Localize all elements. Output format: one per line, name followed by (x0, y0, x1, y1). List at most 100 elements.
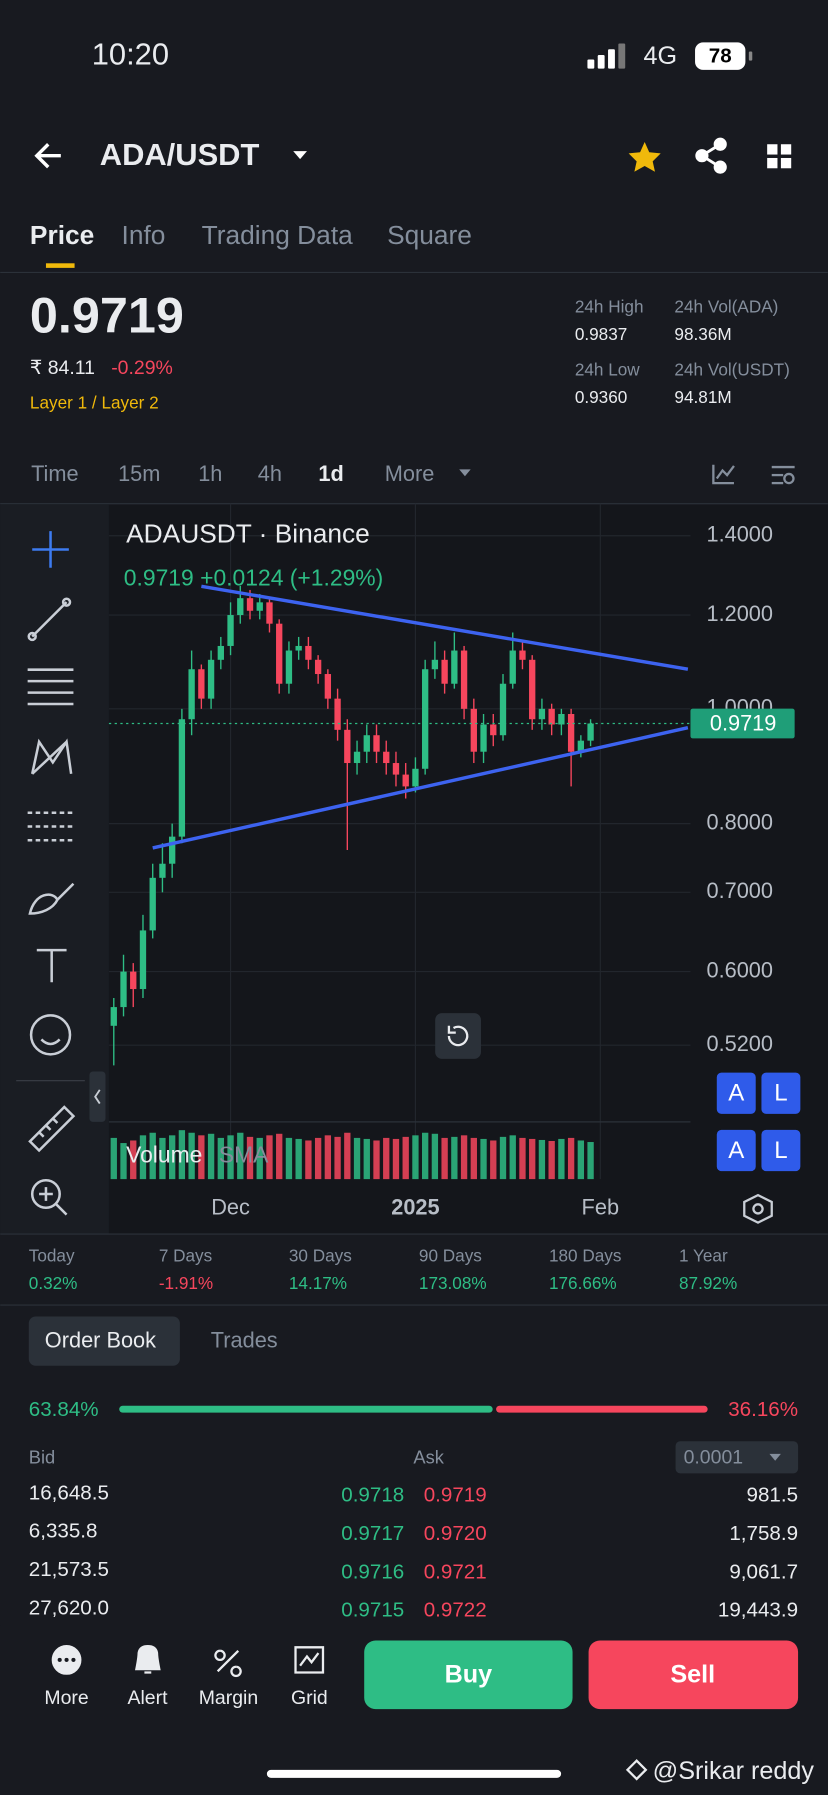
y-tick-label: 1.2000 (706, 601, 773, 626)
settings-icon[interactable] (771, 465, 795, 485)
buy-button[interactable] (364, 1640, 573, 1710)
bid-price: 0.9718 (341, 1484, 404, 1507)
ask-price: 0.9719 (424, 1484, 487, 1507)
candle-body (169, 836, 176, 864)
ask-qty: 981.5 (747, 1484, 799, 1507)
precision[interactable]: 0.0001 (684, 1447, 743, 1469)
alert-button-label[interactable]: L (774, 1080, 787, 1107)
volume-bar (217, 1137, 224, 1180)
candle-body (227, 615, 234, 646)
perf-label: 1 Year (679, 1245, 728, 1265)
layout-button[interactable] (767, 144, 792, 169)
volume-bar (460, 1135, 468, 1180)
interval[interactable]: 4h (258, 461, 282, 486)
sell-button[interactable] (588, 1640, 799, 1710)
sell-label[interactable]: Sell (670, 1661, 715, 1689)
candle-body (402, 774, 409, 787)
alert-button[interactable] (716, 1129, 756, 1172)
chart-title: ADAUSDT · Binance (126, 519, 370, 549)
alert-button-label[interactable]: A (728, 1137, 744, 1164)
volume-bar (334, 1136, 341, 1180)
bid-qty: 6,335.8 (29, 1520, 98, 1543)
nav-label[interactable]: Alert (127, 1687, 168, 1709)
nav-label[interactable]: More (44, 1687, 88, 1709)
volume-bar (149, 1132, 156, 1180)
candle-body (538, 708, 546, 720)
share-button[interactable] (695, 137, 727, 174)
reset-chart[interactable] (435, 1013, 481, 1059)
favorite-star[interactable] (628, 141, 661, 172)
volume-bar (519, 1137, 526, 1180)
perf-value: -1.91% (159, 1273, 213, 1293)
signal-icon (587, 43, 626, 69)
candle-body (431, 659, 439, 670)
volume-bar (567, 1137, 575, 1180)
tab-order-book[interactable]: Order Book (45, 1327, 156, 1352)
ask-price: 0.9722 (424, 1599, 487, 1622)
candle-body (558, 714, 565, 725)
buy-label[interactable]: Buy (445, 1661, 493, 1689)
candle-body (490, 724, 497, 736)
volume-bar (305, 1140, 312, 1180)
precision-caret[interactable] (769, 1453, 781, 1461)
pair-title[interactable]: ADA/USDT (100, 137, 260, 172)
x-tick-label: 2025 (391, 1195, 439, 1220)
tab-trades[interactable]: Trades (211, 1327, 278, 1352)
volume-bar (353, 1137, 361, 1180)
volume-bar (139, 1135, 147, 1180)
alert-button[interactable] (761, 1072, 801, 1114)
nav-icons[interactable] (51, 1645, 325, 1678)
chart-legend: 0.9719 +0.0124 (+1.29%) (124, 564, 383, 590)
interval[interactable]: Time (31, 461, 79, 486)
interval[interactable]: 1d (318, 461, 343, 486)
volume-bar (178, 1130, 186, 1180)
nav-label[interactable]: Grid (291, 1687, 328, 1709)
alert-button-label[interactable]: A (728, 1080, 744, 1107)
interval[interactable]: More (385, 461, 435, 486)
volume-bar (159, 1137, 166, 1180)
trendline (201, 584, 689, 671)
volume-bar (383, 1137, 390, 1180)
last-price-tag (690, 708, 795, 739)
ask-price: 0.9721 (424, 1560, 487, 1583)
alert-button-label[interactable]: L (774, 1137, 787, 1164)
candle-body (188, 669, 195, 720)
volume-bar (295, 1138, 302, 1180)
perf-value: 173.08% (419, 1273, 487, 1293)
candle-body (285, 650, 293, 684)
candle-body (344, 729, 351, 764)
indicator-icon[interactable] (712, 464, 735, 485)
candle-body (529, 659, 536, 720)
fiat-price: ₹ 84.11 (30, 357, 95, 379)
volume-bar (110, 1137, 117, 1180)
collapse-arrow[interactable] (94, 1089, 101, 1105)
volume-bar (509, 1135, 516, 1180)
alert-button[interactable] (761, 1129, 801, 1172)
order-book-tab-bg[interactable] (28, 1316, 180, 1366)
tab[interactable]: Trading Data (202, 220, 353, 250)
interval[interactable]: 1h (198, 461, 222, 486)
interval[interactable]: 15m (118, 461, 160, 486)
back-button[interactable] (34, 143, 61, 169)
precision-select[interactable] (675, 1441, 799, 1474)
more-caret[interactable] (459, 469, 471, 477)
tab[interactable]: Price (30, 220, 94, 250)
nav-label[interactable]: Margin (199, 1687, 258, 1709)
home-indicator (266, 1769, 562, 1778)
reset-icon[interactable] (447, 1025, 469, 1047)
alert-button[interactable] (716, 1072, 756, 1114)
sector-tag[interactable]: Layer 1 / Layer 2 (30, 393, 159, 413)
tab[interactable]: Info (122, 220, 166, 250)
chart-settings[interactable] (743, 1193, 773, 1224)
battery (695, 42, 746, 70)
pair-caret[interactable] (293, 151, 307, 160)
toolbar-collapse[interactable] (89, 1071, 106, 1122)
volume-bar (207, 1133, 215, 1180)
candle-body (499, 683, 507, 736)
network: 4G (644, 42, 678, 70)
tab[interactable]: Square (387, 220, 472, 250)
stat-label: 24h Low (575, 359, 640, 379)
toolbar-icons[interactable] (27, 531, 76, 1216)
candle-body (460, 650, 468, 709)
